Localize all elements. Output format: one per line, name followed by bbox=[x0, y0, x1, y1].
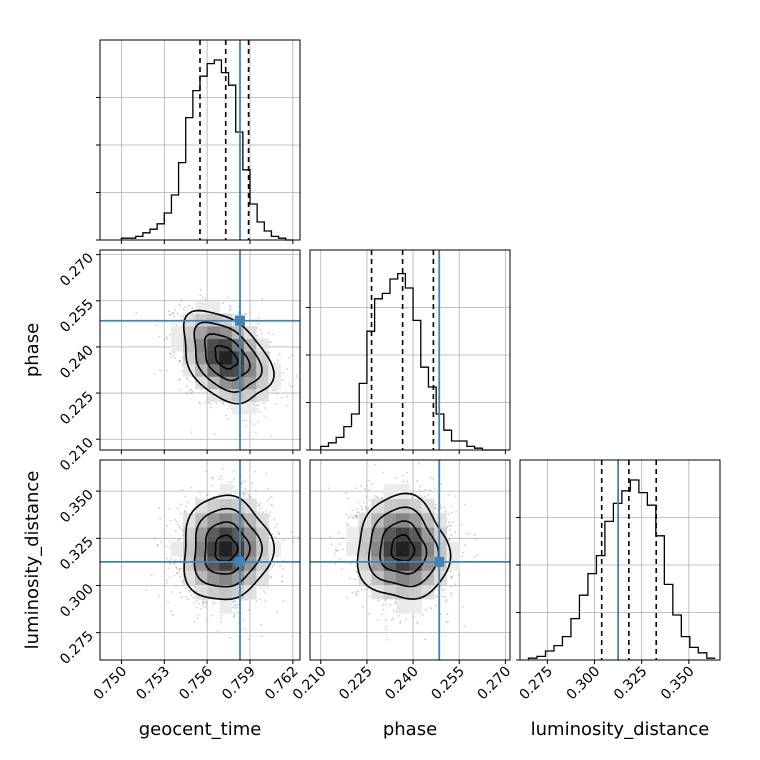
histogram-step bbox=[320, 272, 506, 451]
contour-line bbox=[183, 494, 276, 601]
y-tick-label: 0.255 bbox=[57, 296, 97, 336]
hist-panel-luminosity-distance bbox=[516, 459, 721, 664]
histogram-step bbox=[527, 479, 716, 660]
x-tick-label: 0.255 bbox=[428, 664, 468, 704]
density-layer bbox=[144, 468, 299, 641]
y-tick-label: 0.225 bbox=[57, 389, 97, 429]
y-tick-label: 0.270 bbox=[57, 250, 97, 290]
panel-frame bbox=[309, 459, 511, 661]
x-tick-label: 0.753 bbox=[133, 664, 173, 704]
density-bins bbox=[170, 484, 282, 614]
panel-frame bbox=[99, 249, 301, 451]
y-tick-label: 0.325 bbox=[57, 534, 97, 574]
x-tick-label: 0.750 bbox=[91, 664, 131, 704]
contour-line bbox=[356, 492, 452, 600]
ylabel-phase: phase bbox=[22, 323, 43, 377]
density-bins bbox=[170, 301, 282, 415]
y-tick-label: 0.350 bbox=[57, 487, 97, 527]
x-tick-label: 0.300 bbox=[564, 664, 604, 704]
x-tick-label: 0.275 bbox=[517, 664, 557, 704]
x-tick-label: 0.325 bbox=[611, 664, 651, 704]
panel-phase-vs-geocent-time bbox=[96, 249, 301, 454]
contour-line bbox=[390, 534, 416, 563]
density-layer bbox=[328, 460, 479, 641]
contour-line bbox=[214, 344, 239, 370]
y-tick-label: 0.210 bbox=[57, 435, 97, 475]
contour-line bbox=[193, 321, 263, 393]
panel-frame bbox=[99, 459, 301, 661]
y-tick-label: 0.300 bbox=[57, 581, 97, 621]
contour-line bbox=[204, 521, 251, 575]
xlabel-geocent-time: geocent_time bbox=[139, 719, 262, 740]
contour-line bbox=[193, 507, 263, 588]
panel-frame bbox=[99, 39, 301, 241]
hist-panel-phase bbox=[306, 249, 511, 454]
x-tick-label: 0.350 bbox=[658, 664, 698, 704]
x-tick-label: 0.270 bbox=[475, 664, 515, 704]
contour-line bbox=[203, 333, 251, 382]
panel-frame bbox=[519, 459, 721, 661]
panel-frame bbox=[309, 249, 511, 451]
contour-line bbox=[182, 309, 275, 405]
density-layer bbox=[135, 288, 298, 437]
ylabel-luminosity-distance: luminosity_distance bbox=[22, 471, 43, 650]
panel-luminosity-distance-vs-geocent-time bbox=[96, 459, 301, 664]
contour-line bbox=[367, 506, 440, 588]
y-tick-label: 0.240 bbox=[57, 342, 97, 382]
x-tick-label: 0.756 bbox=[176, 663, 216, 703]
y-tick-label: 0.275 bbox=[57, 628, 97, 668]
truth-marker bbox=[434, 556, 445, 567]
contour-line bbox=[214, 534, 239, 563]
xlabel-phase: phase bbox=[383, 719, 437, 740]
panels bbox=[96, 39, 721, 664]
panel-luminosity-distance-vs-phase bbox=[309, 459, 511, 664]
histogram-step bbox=[120, 59, 293, 241]
density-bins bbox=[346, 484, 460, 614]
hist-panel-geocent-time bbox=[96, 39, 301, 244]
x-tick-label: 0.759 bbox=[219, 664, 259, 704]
xlabel-luminosity-distance: luminosity_distance bbox=[531, 719, 710, 740]
truth-marker bbox=[235, 315, 245, 326]
truth-marker bbox=[235, 556, 245, 567]
contour-line bbox=[379, 520, 428, 575]
x-tick-label: 0.240 bbox=[382, 664, 422, 704]
x-tick-label: 0.225 bbox=[336, 664, 376, 704]
